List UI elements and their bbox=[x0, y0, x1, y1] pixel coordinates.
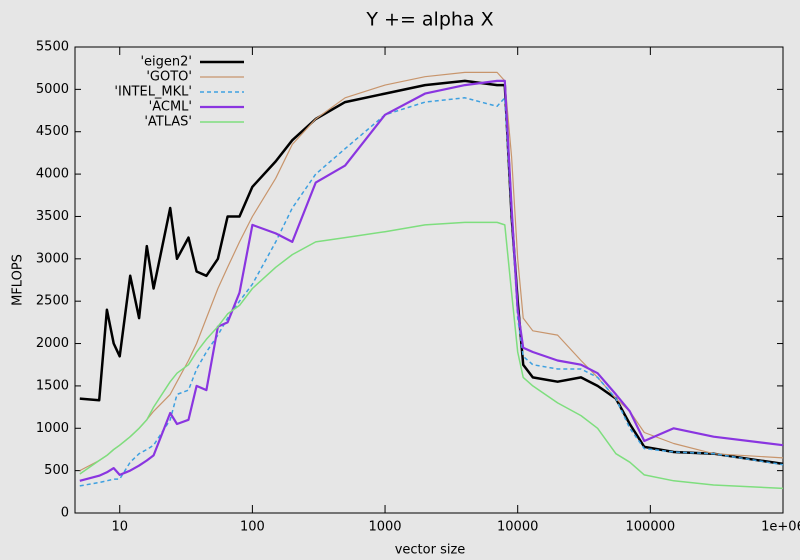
legend-label: 'eigen2' bbox=[140, 55, 192, 70]
y-tick-label: 3000 bbox=[36, 251, 69, 266]
y-tick-label: 2500 bbox=[36, 294, 69, 309]
x-axis-label: vector size bbox=[395, 543, 466, 558]
x-tick-label: 1000 bbox=[368, 520, 401, 535]
y-tick-label: 1000 bbox=[36, 421, 69, 436]
legend-label: 'ATLAS' bbox=[144, 115, 192, 130]
y-tick-label: 500 bbox=[44, 463, 69, 478]
series-line bbox=[79, 79, 784, 482]
plot-frame bbox=[74, 46, 784, 514]
y-tick-label: 4500 bbox=[36, 124, 69, 139]
x-tick-label: 100 bbox=[240, 520, 265, 535]
legend-label: 'INTEL_MKL' bbox=[114, 85, 192, 100]
x-tick-label: 10000 bbox=[497, 520, 538, 535]
y-tick-label: 5500 bbox=[36, 40, 69, 55]
series-line bbox=[79, 79, 784, 466]
series-line bbox=[79, 97, 784, 487]
chart-title: Y += alpha X bbox=[365, 9, 493, 31]
y-tick-label: 0 bbox=[61, 506, 69, 521]
series-line bbox=[79, 221, 784, 490]
x-tick-label: 10 bbox=[111, 520, 128, 535]
y-tick-label: 3500 bbox=[36, 209, 69, 224]
y-tick-label: 2000 bbox=[36, 336, 69, 351]
legend-label: 'GOTO' bbox=[146, 70, 192, 85]
legend-label: 'ACML' bbox=[149, 100, 192, 115]
y-axis-label: MFLOPS bbox=[11, 254, 26, 306]
x-tick-label: 100000 bbox=[626, 520, 676, 535]
y-tick-label: 4000 bbox=[36, 167, 69, 182]
x-tick-label: 1e+06 bbox=[761, 520, 800, 535]
y-tick-label: 1500 bbox=[36, 378, 69, 393]
y-tick-label: 5000 bbox=[36, 82, 69, 97]
